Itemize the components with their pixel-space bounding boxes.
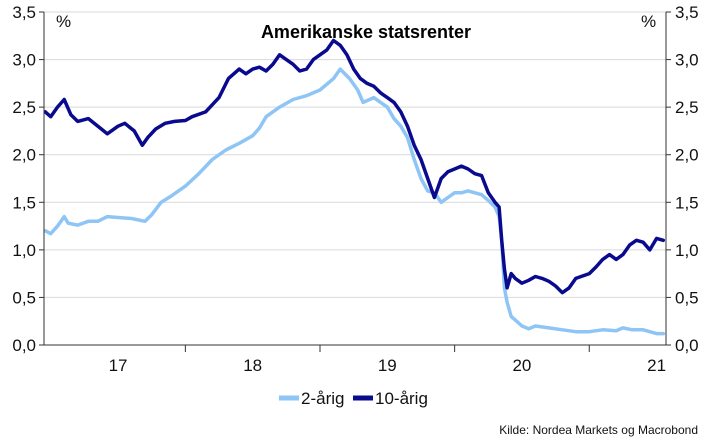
y-tick-label-right: 2,0 [675,146,699,165]
series-lines [43,38,666,336]
chart-title: Amerikanske statsrenter [261,22,471,42]
x-tick-label: 17 [109,356,128,375]
y-tick-label-right: 0,5 [675,288,699,307]
y-tick-label-right: 3,5 [675,3,699,22]
y-tick-label-left: 0,5 [12,288,36,307]
y-tick-label-left: 0,0 [12,336,36,355]
y-tick-label-left: 3,5 [12,3,36,22]
y-tick-label-right: 1,5 [675,193,699,212]
y-tick-label-left: 2,5 [12,98,36,117]
left-axis-unit: % [56,12,71,31]
y-tick-label-left: 1,0 [12,241,36,260]
legend-label-2-arig: 2-årig [301,389,344,408]
y-tick-label-right: 3,0 [675,51,699,70]
x-tick-label: 18 [243,356,262,375]
legend-label-10-arig: 10-årig [375,389,428,408]
y-tick-label-left: 3,0 [12,51,36,70]
x-axis-ticks: 17 18 19 20 21 [109,345,666,375]
y-tick-label-left: 1,5 [12,193,36,212]
y-axis-left-ticks: 0,0 0,5 1,0 1,5 2,0 2,5 3,0 3,5 [12,3,44,355]
y-tick-label-right: 2,5 [675,98,699,117]
y-tick-label-right: 1,0 [675,241,699,260]
series-line-2-arig [43,67,666,336]
y-tick-label-left: 2,0 [12,146,36,165]
y-tick-label-right: 0,0 [675,336,699,355]
series-line-10-arig [43,38,666,295]
x-tick-label: 19 [378,356,397,375]
legend: 2-årig 10-årig [279,389,428,408]
x-tick-label: 21 [647,356,666,375]
x-tick-label: 20 [512,356,531,375]
gridlines [44,11,666,298]
y-axis-right-ticks: 0,0 0,5 1,0 1,5 2,0 2,5 3,0 3,5 [666,3,699,355]
right-axis-unit: % [641,12,656,31]
source-note: Kilde: Nordea Markets og Macrobond [499,423,698,437]
